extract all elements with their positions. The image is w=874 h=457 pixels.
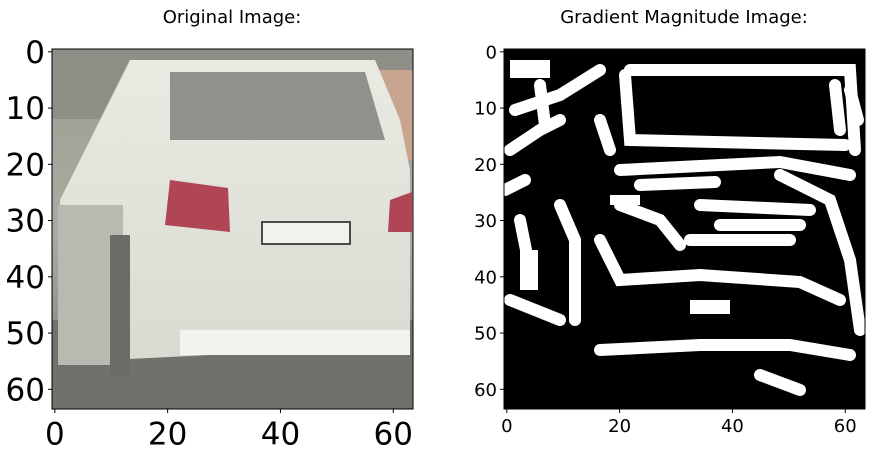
gradient-image-panel: Gradient Magnitude Image: 0 20 40 600102030… [474,7,866,437]
original-image-title: Original Image: [163,7,302,28]
gradient-image-ytick-label: 20 [474,155,497,176]
gradient-image-xtick-label: 60 [834,416,857,437]
gradient-image-ytick-label: 50 [474,324,497,345]
original-image-xtick-label: 20 [148,416,187,452]
original-image-ytick-label: 0 [25,35,45,71]
original-image-ytick-label: 50 [6,316,45,352]
original-image-ytick-label: 40 [6,260,45,296]
original-image-ytick-label: 30 [6,204,45,240]
original-image-xtick-label: 0 [45,416,65,452]
original-image [52,49,413,409]
gradient-image-xtick-label: 20 [608,416,631,437]
original-image-xtick-label: 60 [374,416,413,452]
gradient-image [504,49,865,409]
gradient-image-ytick-label: 0 [486,42,497,63]
gradient-image-ytick-label: 60 [474,380,497,401]
original-image-ytick-label: 20 [6,147,45,183]
original-image-ytick-label: 60 [6,372,45,408]
gradient-image-ytick-label: 30 [474,211,497,232]
gradient-image-ytick-label: 10 [474,99,497,120]
gradient-image-title: Gradient Magnitude Image: [560,7,808,28]
original-image-xtick-label: 40 [261,416,300,452]
gradient-image-xtick-label: 40 [721,416,744,437]
gradient-image-ytick-label: 40 [474,267,497,288]
original-image-ytick-label: 10 [6,91,45,127]
gradient-image-xtick-label: 0 [501,416,512,437]
